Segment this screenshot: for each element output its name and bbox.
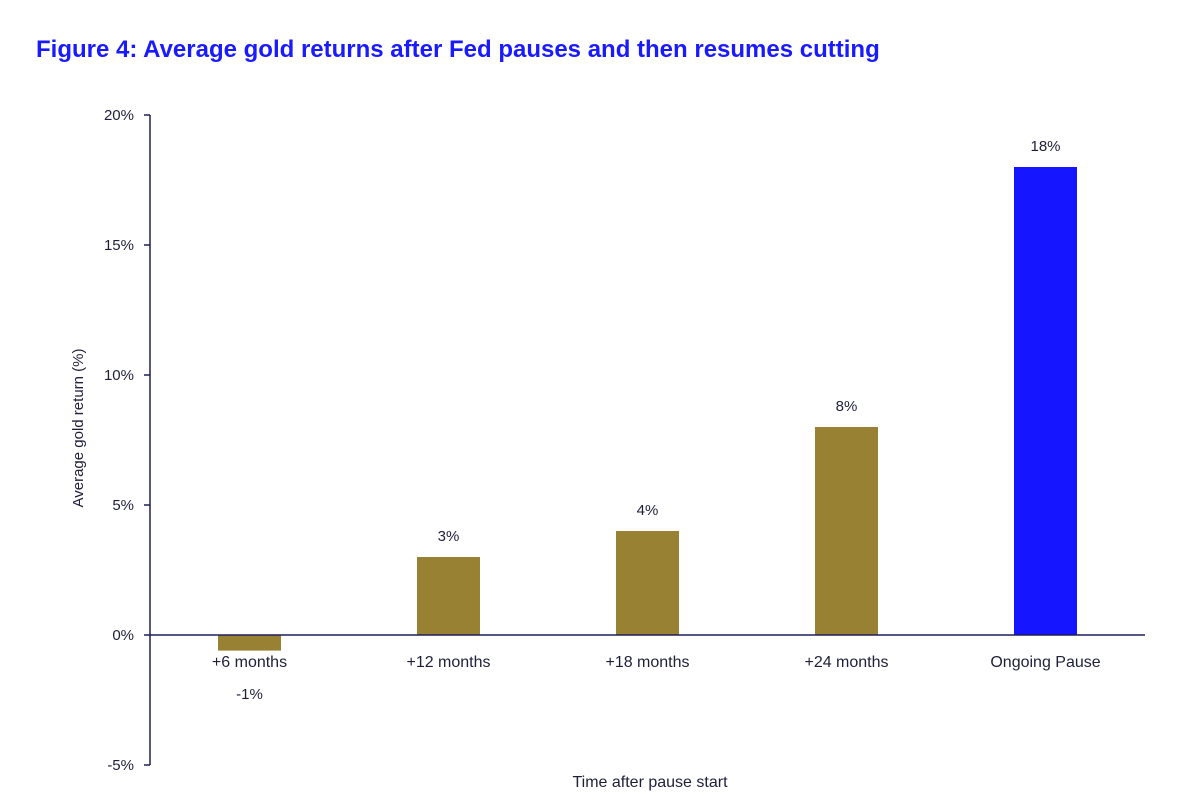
bar [218, 635, 281, 651]
y-tick-label: 10% [104, 367, 134, 384]
bar [815, 427, 878, 635]
x-tick-label: +12 months [406, 654, 490, 671]
y-axis-title: Average gold return (%) [70, 349, 87, 508]
data-label: 3% [438, 528, 460, 545]
y-tick-label: 5% [112, 497, 134, 514]
y-axis-ticks: 20% 15% 10% 5% 0% -5% [104, 107, 150, 774]
y-tick-label: 20% [104, 107, 134, 124]
x-tick-label: Ongoing Pause [990, 654, 1100, 671]
bar [1014, 167, 1077, 635]
x-tick-label: +6 months [212, 654, 287, 671]
data-label: 4% [637, 502, 659, 519]
data-label: -1% [236, 686, 263, 703]
data-label: 8% [836, 398, 858, 415]
y-tick-label: -5% [107, 757, 134, 774]
y-tick-label: 15% [104, 237, 134, 254]
y-tick-label: 0% [112, 627, 134, 644]
chart-title: Figure 4: Average gold returns after Fed… [36, 36, 880, 63]
bar [616, 531, 679, 635]
x-tick-labels-group: +6 months +12 months +18 months +24 months O… [212, 654, 1101, 671]
x-tick-label: +24 months [804, 654, 888, 671]
bar [417, 557, 480, 635]
x-tick-label: +18 months [605, 654, 689, 671]
data-labels-group: -1% 3% 4% 8% 18% [236, 138, 1060, 703]
data-label: 18% [1030, 138, 1060, 155]
bars-group [218, 167, 1077, 651]
x-axis-title: Time after pause start [572, 774, 728, 791]
